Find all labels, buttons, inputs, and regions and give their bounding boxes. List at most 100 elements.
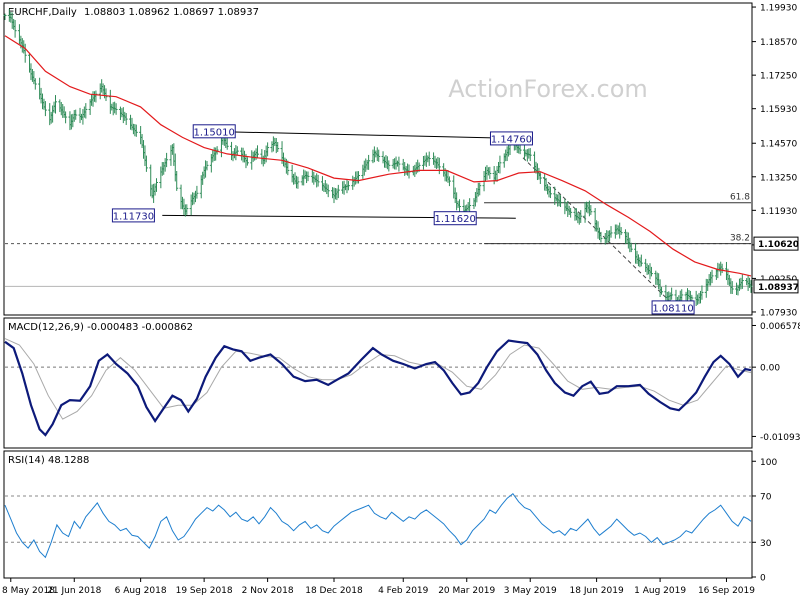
price-layer: 38.2 61.8 1.15010 1.14760 1.11730 1.11620 1.08…	[3, 8, 753, 315]
price-bar	[437, 157, 441, 175]
rsi-y-tick-label: 0	[760, 574, 766, 584]
price-bar	[276, 141, 280, 152]
price-y-tick-label: 1.13250	[760, 173, 797, 183]
price-panel-title: EURCHF,Daily 1.08803 1.08962 1.08697 1.0…	[8, 7, 259, 18]
price-bar	[256, 145, 260, 159]
macd-layer	[4, 338, 752, 437]
price-y-tick-label: 1.19930	[760, 4, 797, 14]
price-bar	[690, 294, 694, 301]
price-bar	[54, 95, 58, 114]
macd-panel-title: MACD(12,26,9) -0.000483 -0.000862	[8, 322, 193, 333]
price-bar	[144, 155, 148, 172]
price-bar	[205, 161, 209, 171]
price-bar	[185, 204, 189, 215]
fib-label: 38.2	[730, 234, 750, 244]
price-bar	[427, 151, 431, 166]
price-bar	[498, 155, 502, 174]
price-bar	[559, 195, 563, 208]
annotation-label: 1.14760	[491, 134, 532, 145]
price-bar	[266, 142, 270, 157]
price-bar	[155, 178, 159, 192]
rsi-y-tick-label: 70	[760, 492, 772, 502]
rsi-panel	[3, 450, 753, 579]
rsi-y-tick-label: 100	[760, 458, 777, 468]
price-bar	[397, 156, 401, 172]
x-tick-label: 19 Sep 2018	[176, 586, 233, 596]
x-tick-label: 16 Sep 2019	[698, 586, 755, 596]
macd-y-tick-label: 0.006578	[760, 322, 800, 332]
rsi-panel-title: RSI(14) 48.1288	[8, 455, 89, 466]
price-bar	[134, 124, 138, 137]
price-bar	[548, 186, 552, 199]
swing-annotation: 1.11730	[111, 208, 155, 223]
price-bar	[629, 242, 633, 253]
x-tick-label: 21 Jun 2018	[47, 586, 101, 596]
price-bar	[599, 231, 603, 243]
level-label-box	[753, 236, 799, 251]
price-bar	[579, 210, 583, 223]
macd-line	[4, 339, 752, 437]
price-bar	[447, 176, 451, 187]
price-bar	[215, 146, 219, 155]
ohlc-readout: 1.08803 1.08962 1.08697 1.08937	[84, 7, 259, 18]
price-y-tick-label: 1.18570	[760, 38, 797, 48]
trend-line	[204, 130, 519, 139]
x-tick-label: 18 Dec 2018	[305, 586, 363, 596]
price-bar	[609, 226, 613, 238]
price-bar	[175, 170, 179, 191]
macd-panel	[3, 317, 753, 449]
level-label-box	[753, 279, 799, 294]
price-bar	[680, 289, 684, 302]
swing-annotation: 1.11620	[433, 211, 477, 226]
price-bar	[346, 181, 350, 191]
price-level-label: 1.10620	[753, 236, 799, 251]
swing-annotation: 1.08110	[651, 300, 695, 315]
rsi-layer	[4, 492, 752, 559]
watermark: ActionForex.com	[448, 75, 648, 103]
price-bar	[660, 286, 664, 295]
rsi-line	[4, 492, 752, 559]
price-bar	[13, 19, 17, 38]
fib-label: 61.8	[730, 193, 750, 203]
price-bar	[649, 266, 653, 277]
price-bar	[165, 152, 169, 168]
price-bar	[195, 185, 199, 199]
rsi-y-tick-label: 30	[760, 539, 772, 549]
price-bar	[387, 160, 391, 172]
x-tick-label: 18 Jun 2019	[570, 586, 624, 596]
price-level-label: 1.08937	[753, 279, 799, 294]
symbol-title: EURCHF,Daily	[8, 7, 77, 18]
axis-layer: 1.19930 1.18570 1.17250 1.15930 1.14570 1.132…	[2, 4, 800, 596]
price-bar	[43, 101, 47, 117]
price-y-tick-label: 1.14570	[760, 140, 797, 150]
price-bar	[377, 149, 381, 162]
x-tick-label: 8 May 2018	[2, 586, 55, 596]
moving-average-line	[4, 35, 752, 277]
price-bar	[245, 157, 249, 166]
price-bar	[528, 148, 532, 162]
price-bar	[538, 172, 542, 185]
price-bar	[589, 205, 593, 215]
price-bar	[316, 174, 320, 187]
price-bar	[569, 207, 573, 218]
price-bar	[23, 43, 27, 63]
annotation-label: 1.11730	[113, 211, 154, 222]
price-bar	[74, 109, 78, 120]
price-bar	[114, 103, 118, 115]
price-bar	[104, 88, 108, 102]
price-bar	[336, 184, 340, 199]
price-bar	[286, 160, 290, 176]
x-tick-label: 4 Feb 2019	[378, 586, 429, 596]
price-bar	[740, 274, 744, 289]
price-bar	[670, 287, 674, 300]
price-y-tick-label: 1.07930	[760, 308, 797, 318]
annotation-box	[489, 131, 533, 146]
price-bar	[296, 176, 300, 189]
annotation-label: 1.15010	[194, 127, 235, 138]
level-label-text: 1.10620	[758, 240, 799, 250]
price-bar	[518, 144, 522, 155]
price-bar	[749, 280, 753, 293]
x-tick-label: 1 Aug 2019	[634, 586, 686, 596]
x-tick-label: 6 Aug 2018	[115, 586, 167, 596]
